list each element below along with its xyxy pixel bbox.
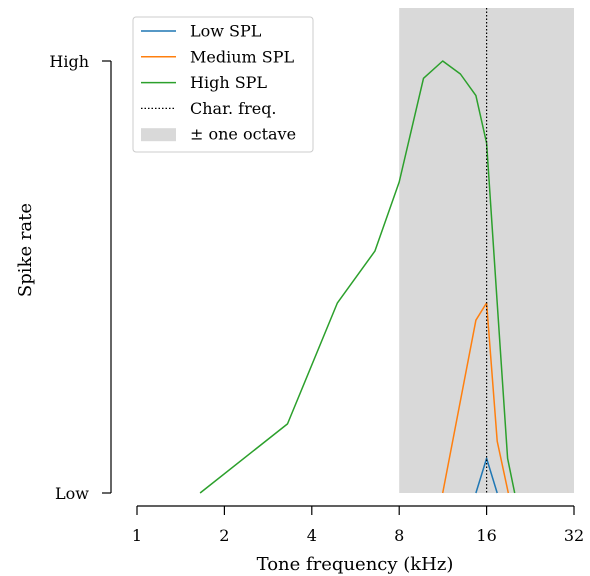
legend-label-one-octave: ± one octave <box>190 125 296 144</box>
x-axis-label: Tone frequency (kHz) <box>257 554 454 575</box>
legend-label-medium-spl: Medium SPL <box>190 47 295 66</box>
y-tick-label: High <box>49 52 89 71</box>
x-tick-label: 32 <box>564 526 584 545</box>
legend-swatch-one-octave <box>141 128 176 142</box>
x-tick-label: 8 <box>394 526 404 545</box>
legend-label-char-freq: Char. freq. <box>190 99 277 118</box>
x-tick-label: 2 <box>219 526 229 545</box>
x-tick-label: 1 <box>132 526 142 545</box>
y-axis-label: Spike rate <box>15 203 36 297</box>
y-tick-label: Low <box>55 484 89 503</box>
x-tick-label: 16 <box>476 526 496 545</box>
series-line-low-spl <box>475 457 498 494</box>
x-tick-label: 4 <box>307 526 317 545</box>
legend-box <box>132 16 314 153</box>
legend-label-high-spl: High SPL <box>190 73 267 92</box>
legend-label-low-spl: Low SPL <box>190 22 262 41</box>
series-line-high-spl <box>199 60 516 494</box>
